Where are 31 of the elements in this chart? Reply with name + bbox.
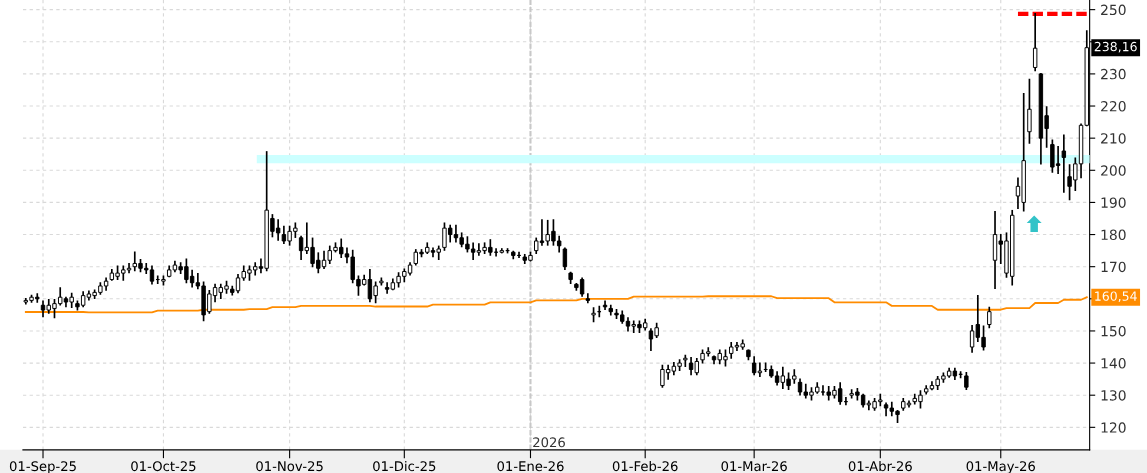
x-tick-label: 01-Nov-25 <box>256 461 323 472</box>
ref-line-label: 2026 <box>533 437 565 448</box>
y-tick-label: 150 <box>1101 325 1126 337</box>
x-tick-label: 01-Ene-26 <box>497 461 564 472</box>
x-tick-label: 01-Sep-25 <box>9 461 76 473</box>
y-tick-label: 230 <box>1101 68 1126 80</box>
y-tick-label: 170 <box>1101 261 1126 273</box>
y-tick-label: 180 <box>1101 229 1126 241</box>
x-tick-label: 01-Oct-25 <box>131 461 196 472</box>
text: 238,16 <box>1094 41 1137 53</box>
x-tick-label: 01-Abr-26 <box>848 460 912 472</box>
candlestick <box>987 306 992 329</box>
y-tick-label: 190 <box>1101 197 1126 208</box>
x-tick-label: 01-Mar-26 <box>721 461 787 472</box>
y-tick-label: 130 <box>1101 390 1126 401</box>
text: 160,54 <box>1095 291 1137 303</box>
y-tick-label: 200 <box>1101 165 1126 176</box>
y-tick-label: 250 <box>1101 4 1126 16</box>
y-tick-label: 120 <box>1101 422 1126 433</box>
y-tick-label: 220 <box>1101 101 1126 112</box>
candlestick <box>683 354 688 368</box>
x-tick-label: 01-Dic-25 <box>373 460 436 472</box>
y-tick-label: 140 <box>1101 358 1126 369</box>
candlestick <box>562 247 568 271</box>
x-tick-label: 01-Feb-26 <box>612 460 678 472</box>
candlestick <box>1027 78 1032 144</box>
y-tick-label: 210 <box>1101 133 1126 144</box>
candlestick <box>1032 12 1038 72</box>
candlestick <box>585 293 591 304</box>
candlestick <box>1061 134 1067 193</box>
x-tick-label: 01-May-26 <box>966 461 1035 473</box>
